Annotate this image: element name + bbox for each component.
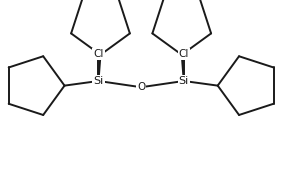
- Text: Cl: Cl: [178, 49, 189, 59]
- Text: Si: Si: [179, 76, 189, 86]
- Text: Si: Si: [93, 76, 103, 86]
- Text: O: O: [137, 82, 145, 92]
- Text: Cl: Cl: [93, 49, 104, 59]
